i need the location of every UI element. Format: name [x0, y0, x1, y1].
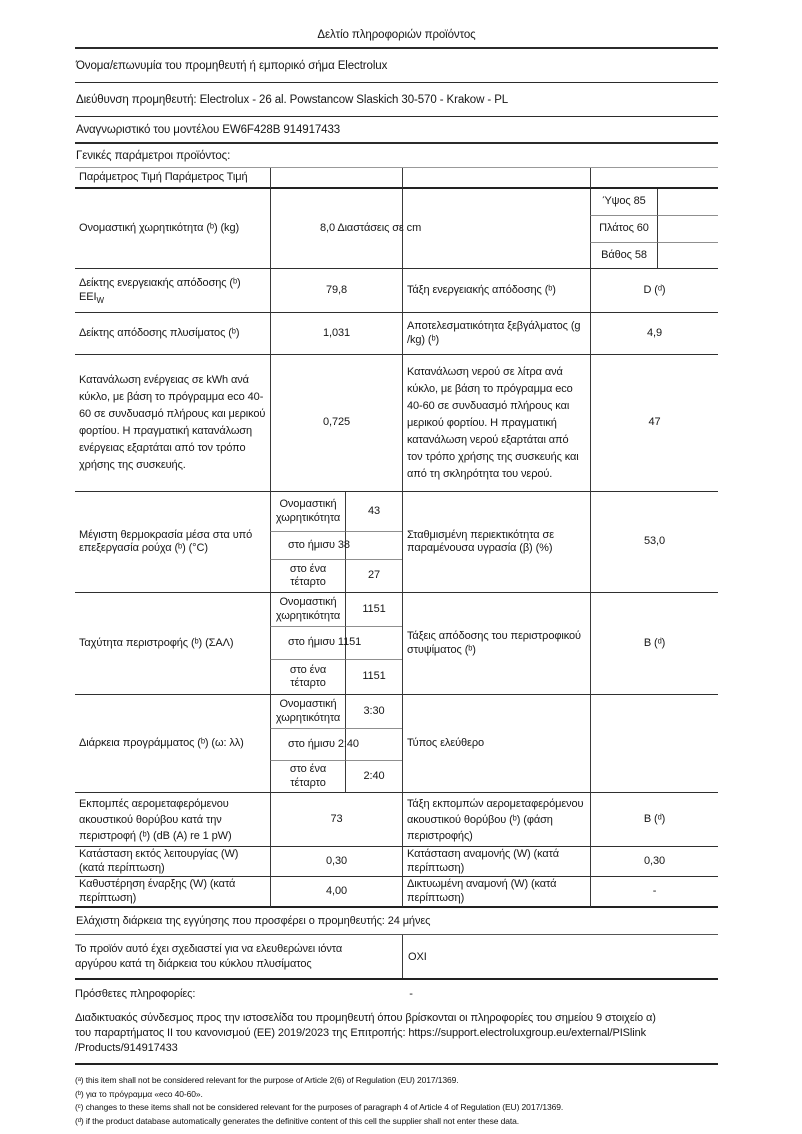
water-consumption-label: Κατανάλωση νερού σε λίτρα ανά κύκλο, με … [402, 355, 590, 492]
address-row: Διεύθυνση προμηθευτή: Electrolux - 26 al… [75, 83, 718, 117]
eei-value: 79,8 [270, 269, 402, 313]
model-row: Αναγνωριστικό του μοντέλου EW6F428B 9149… [75, 117, 718, 144]
delay-start-label: Καθυστέρηση έναρξης (W) (κατά περίπτωση) [75, 877, 270, 908]
dimension-depth-text: Βάθος 58 [601, 248, 647, 261]
footnote-d: (ᵈ) if the product database automaticall… [75, 1115, 520, 1126]
spin-rated-label: Ονομαστική χωρητικότητα [270, 593, 345, 627]
supplier-row: Όνομα/επωνυμία του προμηθευτή ή εμπορικό… [75, 49, 718, 83]
warranty-row: Ελάχιστη διάρκεια της εγγύησης που προσφ… [75, 908, 718, 935]
duration-quarter-value: 2:40 [345, 761, 402, 793]
washing-index-value: 1,031 [270, 313, 402, 355]
dimension-depth: Βάθος 58 [590, 243, 657, 269]
networked-standby-label: Δικτυωμένη αναμονή (W) (κατά περίπτωση) [402, 877, 590, 908]
additional-info-row: Πρόσθετες πληροφορίες: - [75, 980, 718, 1007]
rinsing-effectiveness-value: 4,9 [590, 313, 718, 355]
off-mode-value: 0,30 [270, 847, 402, 877]
duration-half-value [345, 729, 402, 761]
off-mode-label: Κατάσταση εκτός λειτουργίας (W) (κατά πε… [75, 847, 270, 877]
footnote-c: (ᶜ) changes to these items shall not be … [75, 1102, 564, 1112]
standby-label: Κατάσταση αναμονής (W) (κατά περίπτωση) [402, 847, 590, 877]
energy-consumption-value: 0,725 [270, 355, 402, 492]
dimension-width: Πλάτος 60 [590, 216, 657, 243]
eei-label-line1: Δείκτης ενεργειακής απόδοσης (ᵇ) [79, 277, 241, 289]
supplier-link-line1: Διαδικτυακός σύνδεσμος προς την ιστοσελί… [75, 1012, 656, 1024]
spin-half-text: στο ήμισυ 1151 [288, 636, 362, 649]
spin-rated-value: 1151 [345, 593, 402, 627]
dimension-height-empty [657, 189, 718, 216]
dimension-width-empty [657, 216, 718, 243]
dimension-height-text: Ύψος 85 [602, 195, 646, 208]
spin-speed-label: Ταχύτητα περιστροφής (ᵇ) (ΣΑΛ) [75, 593, 270, 695]
capacity-label: Ονομαστική χωρητικότητα (ᵇ) (kg) [75, 189, 270, 269]
supplier-link-line2: του παραρτήματος II του κανονισμού (ΕΕ) … [75, 1027, 646, 1039]
energy-consumption-label: Κατανάλωση ενέργειας σε kWh ανά κύκλο, μ… [75, 355, 270, 492]
silver-ion-row: Το προϊόν αυτό έχει σχεδιαστεί για να ελ… [75, 935, 718, 980]
dimension-depth-empty [657, 243, 718, 269]
eei-base: EEI [79, 290, 97, 303]
silver-ion-label: Το προϊόν αυτό έχει σχεδιαστεί για να ελ… [75, 942, 343, 970]
supplier-link-line3: /Products/914917433 [75, 1042, 178, 1054]
footnote-b: (ᵇ) για το πρόγραμμα «eco 40-60». [75, 1088, 203, 1099]
rinsing-effectiveness-label: Αποτελεσματικότητα ξεβγάλματος (g /kg) (… [402, 313, 590, 355]
noise-class-label: Τάξη εκπομπών αερομεταφερόμενου ακουστικ… [402, 793, 590, 847]
duration-label: Διάρκεια προγράμματος (ᵇ) (ω: λλ) [75, 695, 270, 793]
duration-half-text: στο ήμισυ 2:40 [288, 737, 359, 750]
temp-quarter-label: στο ένα τέταρτο [270, 560, 345, 593]
washing-index-label: Δείκτης απόδοσης πλυσίματος (ᵇ) [75, 313, 270, 355]
energy-class-value: D (ᵈ) [590, 269, 718, 313]
temp-rated-value: 43 [345, 492, 402, 532]
capacity-value: 8,0 Διαστάσεις σε cm [270, 189, 421, 269]
footnote-a: (ᵃ) this item shall not be considered re… [75, 1075, 459, 1085]
dimension-width-text: Πλάτος 60 [599, 222, 649, 235]
table-header-cell: Παράμετρος Τιμή Παράμετρος Τιμή [75, 168, 270, 189]
networked-standby-value: - [590, 877, 718, 908]
table-header-empty [270, 168, 402, 189]
parameters-table: Παράμετρος Τιμή Παράμετρος Τιμή Ονομαστι… [75, 167, 718, 908]
energy-class-label: Τάξη ενεργειακής απόδοσης (ᵇ) [402, 269, 590, 313]
general-parameters-heading: Γενικές παράμετροι προϊόντος: [76, 149, 231, 162]
table-header-empty [590, 168, 718, 189]
delay-start-value: 4,00 [270, 877, 402, 908]
residual-humidity-value: 53,0 [590, 492, 718, 593]
noise-class-value: B (ᵈ) [590, 793, 718, 847]
spin-half-value [345, 627, 402, 660]
temp-quarter-value: 27 [345, 560, 402, 593]
temp-half-text: στο ήμισυ 38 [288, 538, 350, 551]
additional-info-label: Πρόσθετες πληροφορίες: [75, 987, 196, 1000]
residual-humidity-label: Σταθμισμένη περιεκτικότητα σε παραμένουσ… [402, 492, 590, 593]
noise-value: 73 [270, 793, 402, 847]
duration-rated-value: 3:30 [345, 695, 402, 729]
temp-half-label: στο ήμισυ 38 [270, 532, 350, 560]
temp-rated-label: Ονομαστική χωρητικότητα [270, 492, 345, 532]
document-content: Δελτίο πληροφοριών προϊόντος Όνομα/επωνυ… [75, 0, 718, 1128]
spin-class-label: Τάξεις απόδοσης του περιστροφικού στυψίμ… [402, 593, 590, 695]
spin-class-value: B (ᵈ) [590, 593, 718, 695]
supplier-link-paragraph: Διαδικτυακός σύνδεσμος προς την ιστοσελί… [75, 1007, 718, 1065]
spin-half-label: στο ήμισυ 1151 [270, 627, 361, 660]
type-label: Τύπος ελεύθερο [402, 695, 590, 793]
spin-quarter-label: στο ένα τέταρτο [270, 660, 345, 695]
type-value [590, 695, 718, 793]
noise-label: Εκπομπές αερομεταφερόμενου ακουστικού θο… [75, 793, 270, 847]
page-title: Δελτίο πληροφοριών προϊόντος [75, 0, 718, 49]
capacity-value-text: 8,0 Διαστάσεις σε cm [320, 221, 422, 234]
capacity-spacer [402, 189, 590, 269]
water-consumption-value: 47 [590, 355, 718, 492]
eei-label: Δείκτης ενεργειακής απόδοσης (ᵇ) EEIW [75, 269, 270, 313]
standby-value: 0,30 [590, 847, 718, 877]
eei-subscript: W [96, 295, 104, 305]
silver-ion-value: ΟΧΙ [402, 935, 718, 978]
dimension-height: Ύψος 85 [590, 189, 657, 216]
table-header-empty [402, 168, 590, 189]
max-temperature-label: Μέγιστη θερμοκρασία μέσα στα υπό επεξεργ… [75, 492, 270, 593]
footnotes: (ᵃ) this item shall not be considered re… [75, 1074, 718, 1128]
spin-quarter-value: 1151 [345, 660, 402, 695]
duration-rated-label: Ονομαστική χωρητικότητα [270, 695, 345, 729]
eei-label-line2: EEIW [79, 291, 104, 305]
duration-quarter-label: στο ένα τέταρτο [270, 761, 345, 793]
temp-half-value [345, 532, 402, 560]
additional-info-value: - [409, 987, 413, 1000]
duration-half-label: στο ήμισυ 2:40 [270, 729, 359, 761]
